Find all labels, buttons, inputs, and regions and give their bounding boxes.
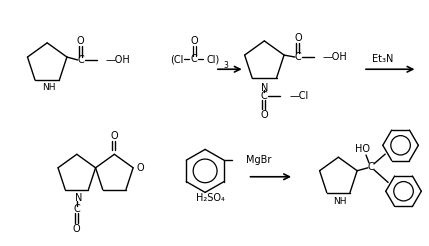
Text: 3: 3 xyxy=(224,61,228,70)
Text: O: O xyxy=(111,131,118,141)
Text: Cl): Cl) xyxy=(206,54,220,64)
Text: H₂SO₄: H₂SO₄ xyxy=(196,193,224,203)
Text: —OH: —OH xyxy=(106,55,130,65)
Text: O: O xyxy=(260,110,268,120)
Text: N: N xyxy=(75,193,82,203)
Text: —Cl: —Cl xyxy=(290,91,309,101)
Text: (Cl: (Cl xyxy=(171,54,184,64)
Text: —OH: —OH xyxy=(323,52,347,62)
Text: C: C xyxy=(191,54,198,64)
Text: C: C xyxy=(368,162,375,172)
Text: C: C xyxy=(294,52,301,62)
Text: C: C xyxy=(261,91,268,101)
Text: MgBr: MgBr xyxy=(246,155,271,165)
Text: O: O xyxy=(136,163,144,173)
Text: NH: NH xyxy=(334,197,347,206)
Text: O: O xyxy=(77,36,85,46)
Text: HO: HO xyxy=(355,144,370,154)
Text: O: O xyxy=(190,36,198,46)
Text: O: O xyxy=(73,224,81,234)
Text: C: C xyxy=(73,204,80,214)
Text: C: C xyxy=(77,55,84,65)
Text: N: N xyxy=(261,83,268,93)
Text: Et₃N: Et₃N xyxy=(372,54,393,64)
Text: NH: NH xyxy=(42,83,56,92)
Text: O: O xyxy=(294,33,302,44)
